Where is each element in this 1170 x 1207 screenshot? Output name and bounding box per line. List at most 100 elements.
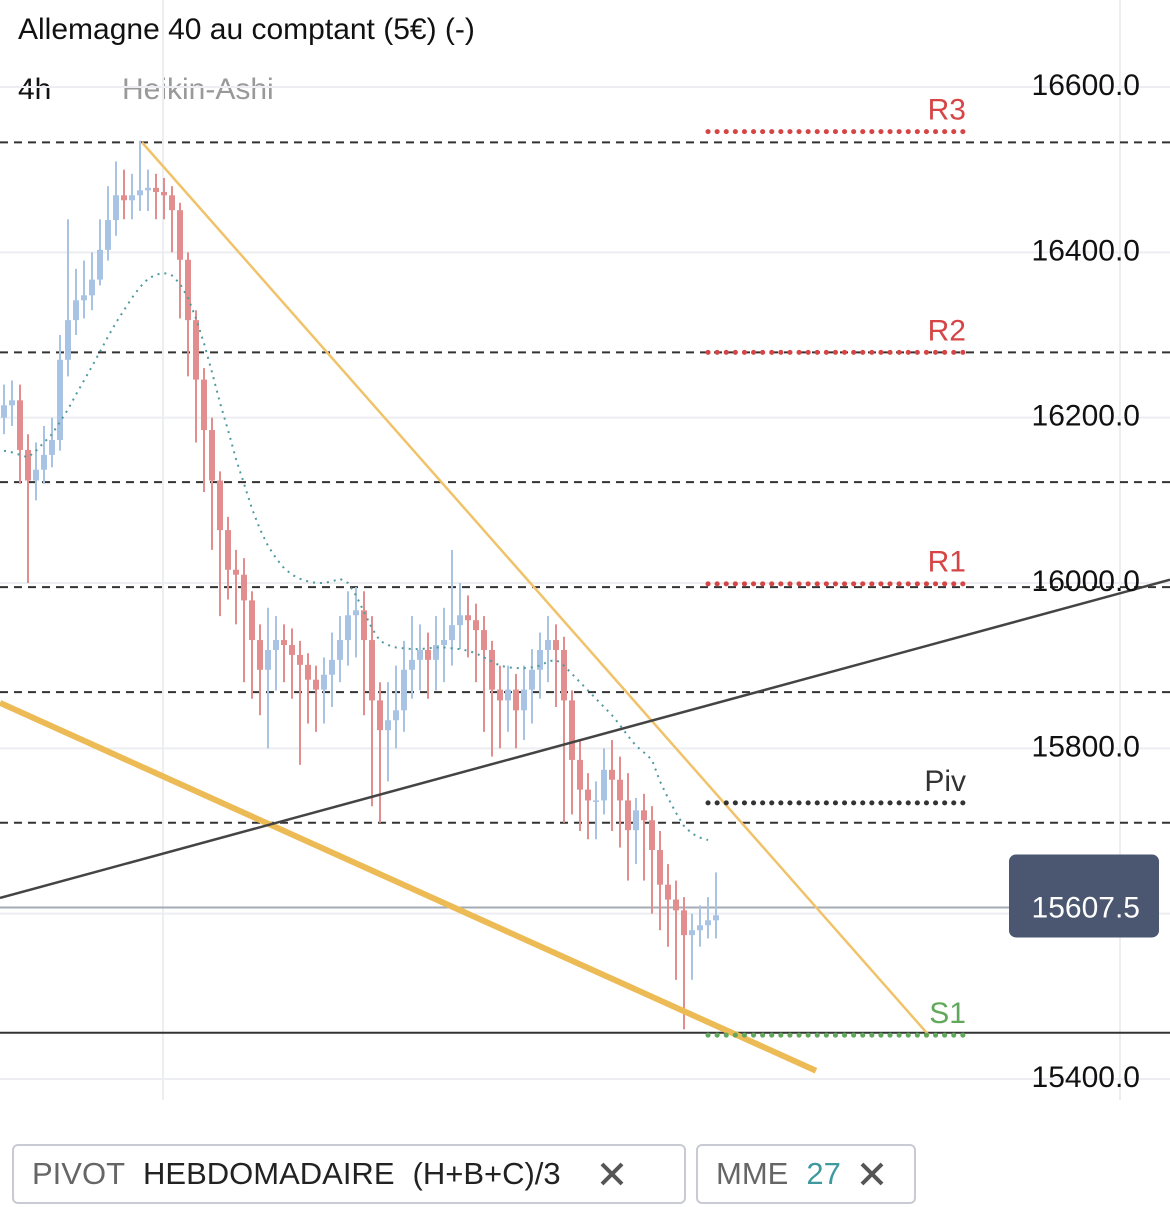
- candle-body: [105, 220, 111, 250]
- ema-line: [3, 271, 709, 842]
- candle-body: [265, 649, 271, 670]
- candle-body: [25, 449, 31, 481]
- candle-body: [633, 810, 639, 831]
- indicator-param: (H+B+C)/3: [412, 1156, 561, 1191]
- chart-style: Heikin-Ashi: [122, 73, 274, 106]
- candle-body: [137, 190, 143, 196]
- candle-body: [9, 400, 15, 406]
- candle-body: [449, 625, 455, 641]
- candle-body: [41, 454, 47, 470]
- candle-body: [353, 610, 359, 616]
- ema-indicator[interactable]: MME 27: [696, 1144, 916, 1204]
- candle-body: [673, 899, 679, 911]
- candle-body: [185, 259, 191, 321]
- candle-body: [561, 649, 567, 701]
- candle-body: [625, 800, 631, 831]
- candle-body: [569, 700, 575, 760]
- candle-body: [689, 930, 695, 936]
- candle-body: [241, 574, 247, 601]
- candle-body: [465, 615, 471, 621]
- candle-body: [481, 630, 487, 650]
- candle-body: [513, 689, 519, 711]
- candle-body: [705, 920, 711, 926]
- candle-body: [433, 645, 439, 660]
- candle-body: [121, 195, 127, 201]
- candle-body: [65, 320, 71, 360]
- y-tick-label: 16200.0: [1032, 400, 1140, 433]
- candle-body: [593, 800, 599, 802]
- pivot-label: R1: [928, 546, 966, 579]
- candle-body: [385, 720, 391, 731]
- trendline: [141, 141, 930, 1037]
- close-icon[interactable]: [859, 1161, 885, 1187]
- candle-body: [89, 279, 95, 296]
- indicator-name: MME: [716, 1156, 789, 1191]
- trendline: [0, 578, 1170, 900]
- pivot-label: S1: [929, 997, 966, 1030]
- candle-body: [545, 640, 551, 650]
- candle-body: [497, 689, 503, 701]
- pivot-label: R3: [928, 94, 966, 127]
- candle-body: [257, 640, 263, 670]
- candle-body: [585, 789, 591, 801]
- candle-body: [505, 689, 511, 701]
- candle-body: [321, 674, 327, 690]
- candle-body: [49, 439, 55, 455]
- candle-body: [281, 640, 287, 645]
- candle-body: [1, 405, 7, 418]
- candle-body: [521, 689, 527, 711]
- indicator-name: PIVOT: [32, 1156, 126, 1191]
- candle-body: [305, 664, 311, 680]
- candle-body: [233, 569, 239, 575]
- candle-body: [217, 480, 223, 531]
- candle-body: [681, 910, 687, 936]
- candle-body: [297, 654, 303, 665]
- y-tick-label: 16600.0: [1032, 69, 1140, 102]
- candle-body: [57, 359, 63, 440]
- candle-body: [393, 710, 399, 721]
- candle-body: [113, 195, 119, 221]
- candle-body: [337, 640, 343, 660]
- candle-body: [417, 649, 423, 660]
- candle-body: [33, 469, 39, 481]
- candle-body: [409, 659, 415, 670]
- candle-body: [713, 915, 719, 921]
- chart: Allemagne 40 au comptant (5€) (-) 4h Hei…: [0, 0, 1170, 1100]
- candle-body: [225, 530, 231, 570]
- candle-body: [473, 620, 479, 631]
- candle-body: [193, 320, 199, 380]
- candle-body: [329, 659, 335, 675]
- candle-body: [609, 769, 615, 780]
- candle-body: [601, 769, 607, 801]
- candle-body: [617, 779, 623, 801]
- close-icon[interactable]: [599, 1161, 625, 1187]
- candle-body: [289, 645, 295, 655]
- candle-body: [577, 759, 583, 790]
- candle-body: [209, 430, 215, 481]
- candle-body: [345, 615, 351, 641]
- candle-body: [81, 295, 87, 301]
- candle-body: [177, 210, 183, 260]
- y-tick-label: 16400.0: [1032, 234, 1140, 267]
- candle-body: [657, 850, 663, 885]
- candle-body: [201, 379, 207, 431]
- trendline: [0, 700, 818, 1074]
- candle-body: [369, 640, 375, 701]
- chart-title: Allemagne 40 au comptant (5€) (-): [18, 13, 475, 46]
- candle-body: [169, 195, 175, 211]
- candle-body: [553, 640, 559, 650]
- pivot-indicator[interactable]: PIVOT HEBDOMADAIRE (H+B+C)/3: [12, 1144, 686, 1204]
- candle-body: [273, 640, 279, 650]
- candle-body: [145, 187, 151, 191]
- candle-body: [377, 700, 383, 731]
- pivot-label: R2: [928, 314, 966, 347]
- candle-body: [441, 640, 447, 645]
- indicator-param: 27: [806, 1156, 841, 1191]
- last-price-label: 15607.5: [1032, 891, 1140, 924]
- candle-body: [457, 615, 463, 626]
- candle-body: [129, 195, 135, 201]
- candle-body: [537, 649, 543, 670]
- candle-body: [649, 820, 655, 851]
- candle-body: [153, 187, 159, 192]
